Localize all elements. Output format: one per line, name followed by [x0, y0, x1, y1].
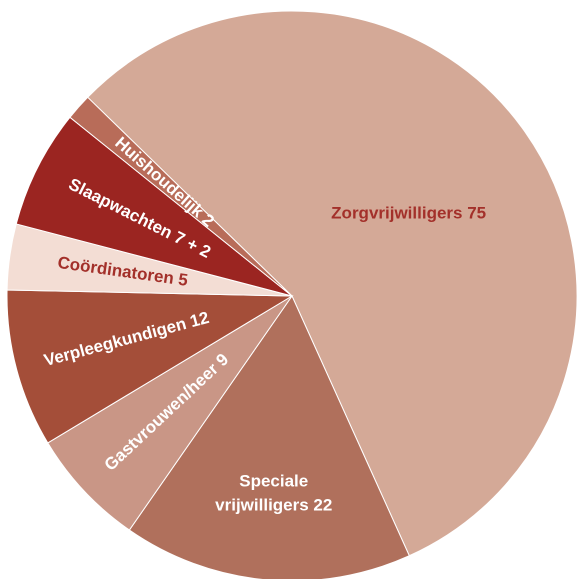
pie-slice	[86, 10, 577, 557]
pie-slice	[15, 116, 293, 297]
pie-slice	[128, 294, 410, 579]
pie-slice	[6, 289, 294, 444]
slice-label: Zorgvrijwilligers 75	[331, 204, 486, 223]
pie-slice	[69, 96, 293, 297]
slice-label: Speciale vrijwilligers 22	[215, 472, 332, 515]
pie-slice	[47, 295, 293, 531]
